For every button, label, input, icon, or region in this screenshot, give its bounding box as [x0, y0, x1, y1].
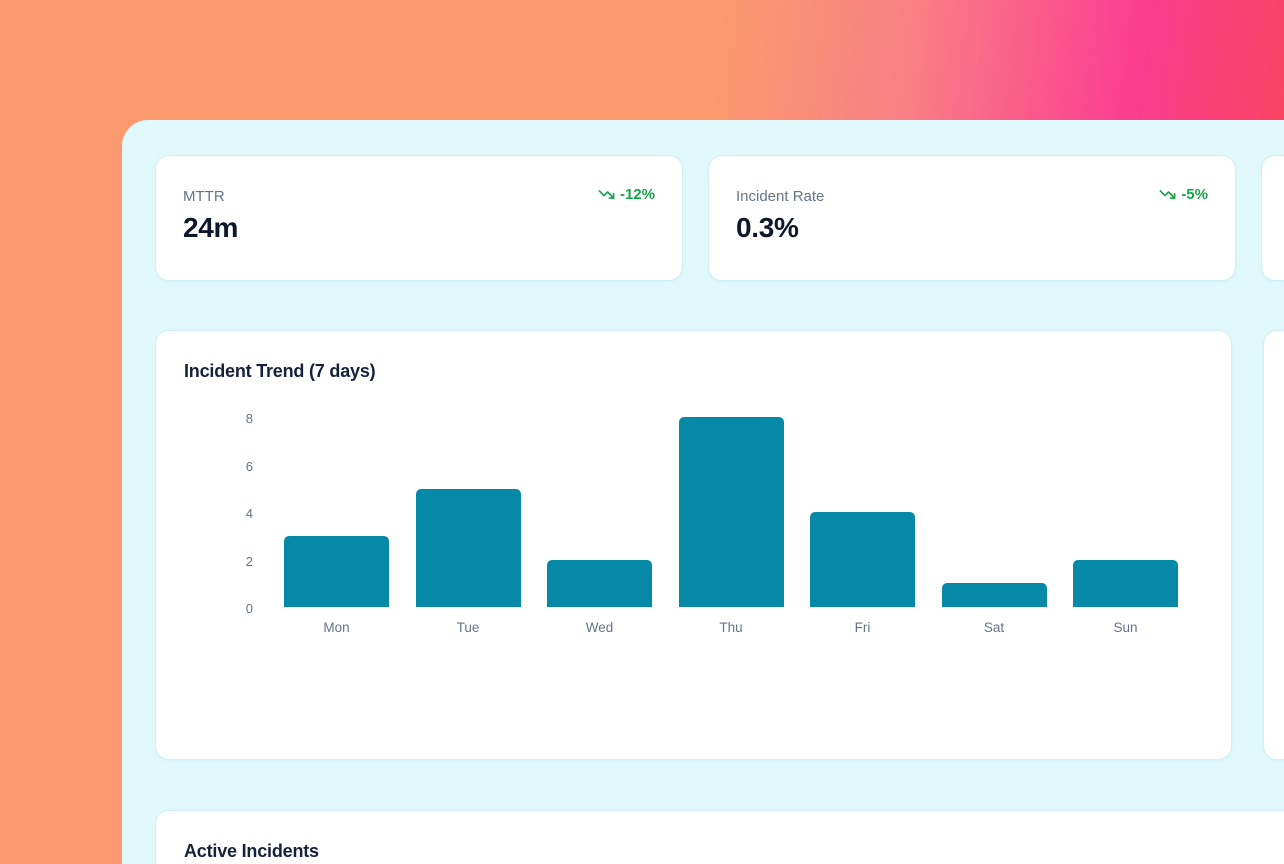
- incident-trend-card: Incident Trend (7 days) 0 2 4 6 8 Mon Tue Wed Th…: [155, 330, 1232, 760]
- x-axis-label: Fri: [854, 620, 871, 635]
- active-incidents-title: Active Incidents: [184, 841, 319, 861]
- y-axis-tick-label: 6: [245, 458, 253, 474]
- active-incidents-card: Active Incidents: [155, 810, 1284, 864]
- y-axis-tick-label: 4: [245, 506, 253, 522]
- y-axis-tick-label: 8: [245, 411, 253, 427]
- trending-down-icon: [1159, 186, 1176, 203]
- trending-down-icon: [598, 186, 615, 203]
- trend-bar-wed[interactable]: [547, 559, 652, 607]
- chart-title: Incident Trend (7 days): [184, 361, 376, 381]
- trend-bar-thu[interactable]: [678, 417, 784, 607]
- trend-bar-sun[interactable]: [1073, 559, 1178, 607]
- stat-value: 0.3%: [736, 212, 799, 243]
- stat-value: 24m: [183, 212, 239, 243]
- x-axis-label: Thu: [719, 620, 743, 635]
- stat-label: Incident Rate: [736, 188, 825, 205]
- charts-row: Incident Trend (7 days) 0 2 4 6 8 Mon Tue Wed Th…: [155, 330, 1284, 760]
- x-axis-label: Sun: [1113, 620, 1138, 635]
- trend-bar-tue[interactable]: [415, 488, 521, 607]
- stat-label: MTTR: [183, 188, 225, 205]
- trend-bar-sat[interactable]: [941, 583, 1047, 607]
- stats-row: MTTR 24m -12% Incident Rate 0.3%: [155, 155, 1284, 281]
- x-axis-label: Tue: [456, 620, 480, 635]
- stat-trend-badge: -5%: [1159, 186, 1208, 203]
- x-axis-label: Wed: [585, 620, 614, 635]
- stat-trend-value: -5%: [1181, 186, 1208, 203]
- stat-card-mttr: MTTR 24m -12%: [155, 155, 683, 281]
- dashboard-panel: MTTR 24m -12% Incident Rate 0.3%: [122, 120, 1284, 864]
- trend-bar-fri[interactable]: [810, 512, 915, 607]
- x-axis-label: Mon: [323, 620, 350, 635]
- stat-trend-value: -12%: [619, 186, 655, 203]
- trend-bar-mon[interactable]: [284, 535, 389, 607]
- y-axis-tick-label: 2: [245, 553, 253, 569]
- x-axis-label: Sat: [983, 620, 1005, 635]
- stat-card-incident-rate: Incident Rate 0.3% -5%: [708, 155, 1236, 281]
- partial-chart-card: [1263, 330, 1284, 760]
- incident-trend-plot: 0 2 4 6 8 Mon Tue Wed Thu Fri Sat Sun: [156, 331, 1231, 759]
- y-axis-tick-label: 0: [245, 601, 253, 616]
- stat-card-partial: [1261, 155, 1284, 281]
- stat-trend-badge: -12%: [598, 186, 655, 203]
